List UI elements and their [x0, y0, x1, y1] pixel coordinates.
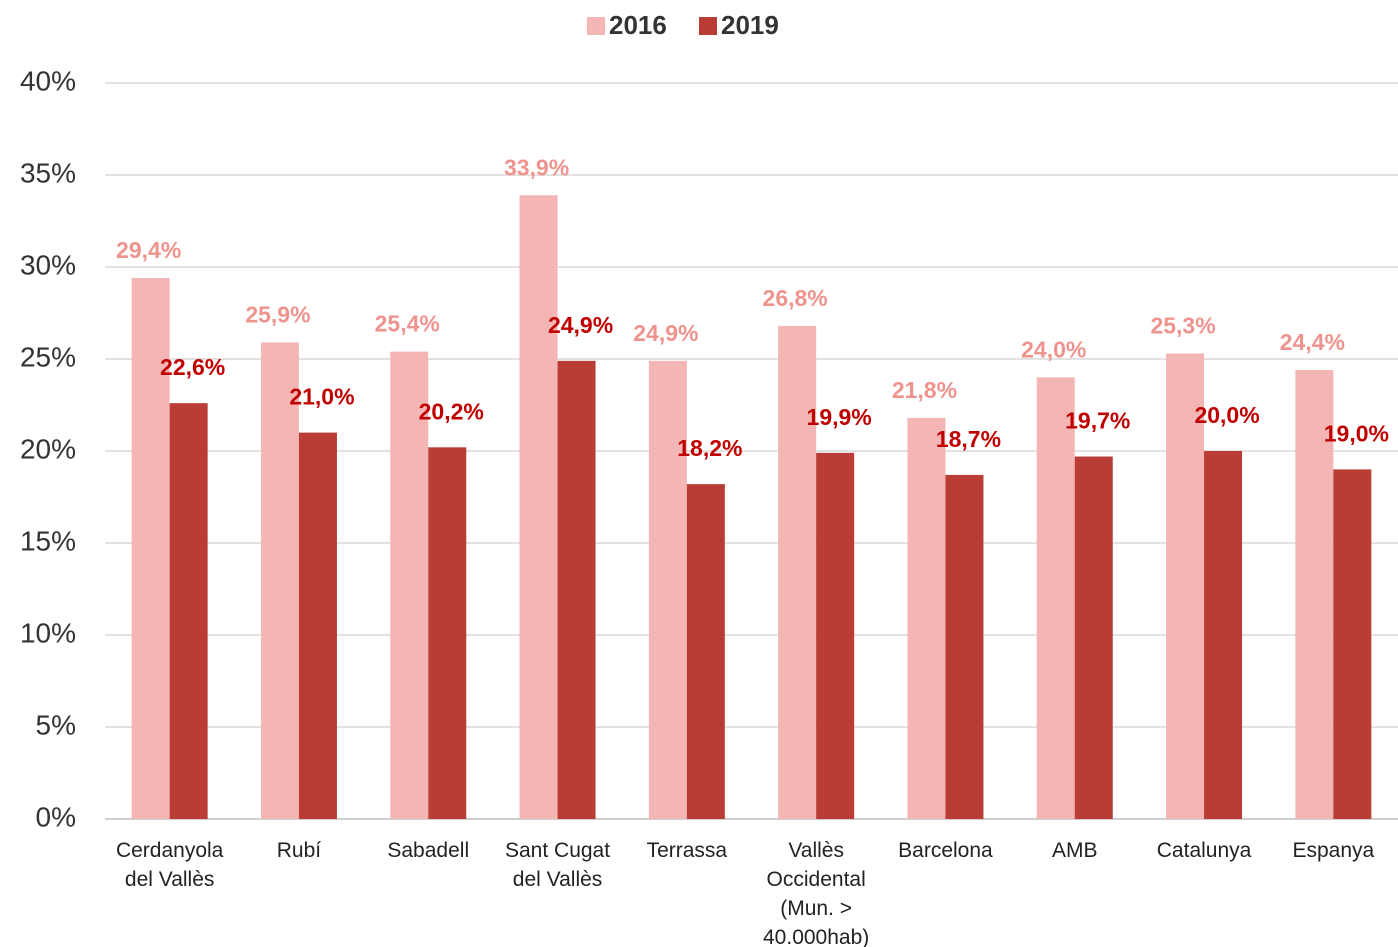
legend-label: 2016: [609, 10, 667, 40]
legend-swatch: [699, 17, 717, 35]
bar: [1074, 456, 1113, 819]
x-tick-label: Rubí: [276, 839, 322, 862]
value-label: 24,9%: [548, 312, 613, 338]
bar: [428, 447, 467, 819]
value-label: 20,2%: [419, 398, 484, 424]
value-label: 19,7%: [1065, 408, 1130, 434]
x-tick-label: Espanya: [1292, 839, 1375, 862]
legend-swatch: [587, 17, 605, 35]
bar: [1036, 377, 1075, 819]
value-label: 29,4%: [116, 237, 181, 263]
value-label: 21,0%: [289, 384, 354, 410]
bar: [945, 474, 984, 819]
x-tick-label: Sabadell: [387, 839, 470, 862]
bar: [298, 432, 337, 819]
y-tick-label: 20%: [20, 433, 76, 464]
value-label: 19,9%: [807, 404, 872, 430]
y-tick-label: 35%: [20, 157, 76, 188]
bar: [169, 403, 208, 819]
y-tick-label: 10%: [20, 617, 76, 648]
y-tick-label: 25%: [20, 341, 76, 372]
value-label: 24,9%: [633, 320, 698, 346]
value-label: 21,8%: [892, 377, 957, 403]
x-tick-label: Catalunya: [1156, 839, 1252, 862]
bar: [648, 360, 687, 819]
legend-label: 2019: [721, 10, 779, 40]
x-tick-label: AMB: [1051, 839, 1098, 862]
bar: [390, 351, 429, 819]
bar: [816, 452, 855, 819]
x-tick-label: Sant Cugat del Vallès: [505, 839, 611, 891]
x-tick-label: Cerdanyola del Vallès: [115, 839, 224, 891]
x-tick-label: Barcelona: [898, 839, 993, 862]
y-tick-label: 15%: [20, 525, 76, 556]
bar: [557, 360, 596, 819]
bar: [1204, 451, 1243, 819]
x-tick-label: Terrassa: [646, 839, 728, 862]
y-tick-label: 40%: [20, 65, 76, 96]
value-label: 22,6%: [160, 354, 225, 380]
value-label: 18,2%: [677, 435, 742, 461]
y-tick-label: 0%: [36, 801, 76, 832]
bar: [519, 195, 558, 820]
bar: [778, 325, 817, 819]
bar: [686, 484, 725, 819]
bar: [1295, 370, 1334, 819]
y-tick-label: 30%: [20, 249, 76, 280]
value-label: 25,9%: [245, 302, 310, 328]
value-label: 25,3%: [1150, 313, 1215, 339]
x-tick-label: Vallès Occidental (Mun. > 40.000hab): [763, 839, 870, 947]
y-tick-label: 5%: [36, 709, 76, 740]
value-label: 33,9%: [504, 154, 569, 180]
value-label: 19,0%: [1324, 420, 1389, 446]
bar: [260, 342, 299, 819]
value-label: 20,0%: [1194, 402, 1259, 428]
value-label: 25,4%: [375, 311, 440, 337]
bar: [907, 417, 946, 819]
value-label: 24,4%: [1280, 329, 1345, 355]
bar: [131, 278, 170, 819]
value-label: 18,7%: [936, 426, 1001, 452]
value-label: 24,0%: [1021, 336, 1086, 362]
bar: [1333, 469, 1372, 819]
bar: [1166, 353, 1205, 819]
value-label: 26,8%: [763, 285, 828, 311]
